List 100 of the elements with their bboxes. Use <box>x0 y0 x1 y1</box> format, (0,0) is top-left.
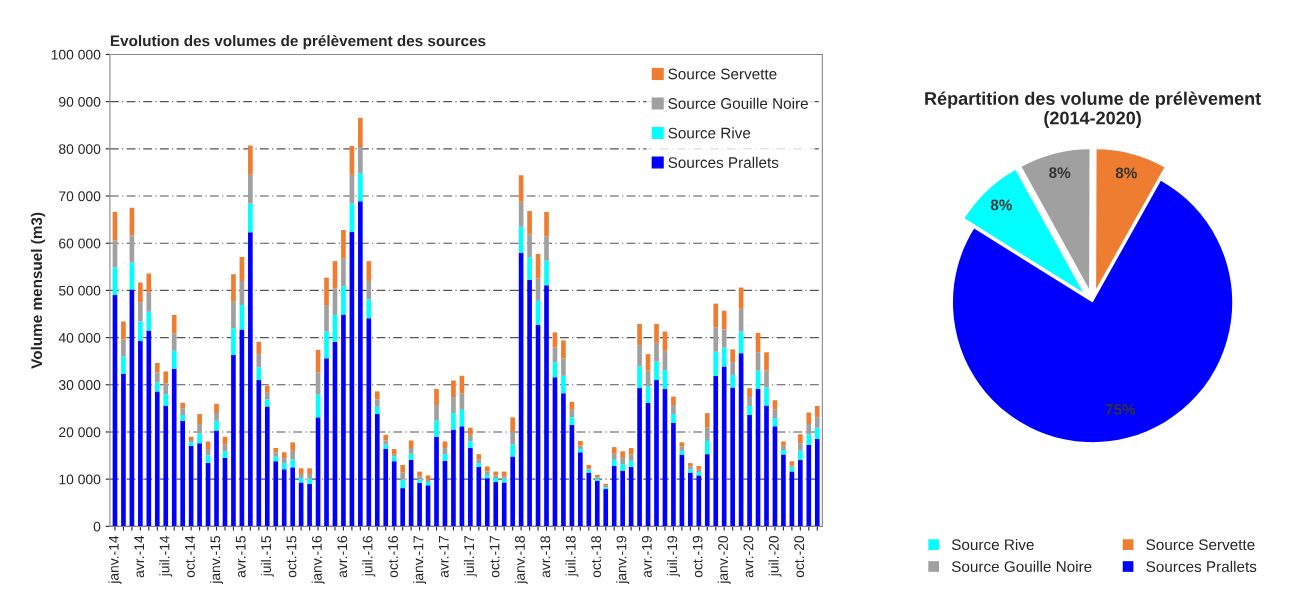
bar <box>290 467 295 527</box>
bar <box>814 427 820 440</box>
bar <box>374 406 380 415</box>
bar <box>544 236 549 261</box>
bar <box>468 448 473 527</box>
bar <box>341 286 346 315</box>
bar <box>358 117 363 147</box>
bar <box>764 352 769 371</box>
y-tick-label: 80 000 <box>59 144 101 154</box>
bar <box>654 342 659 362</box>
bar <box>417 482 422 527</box>
y-tick-label: 90 000 <box>59 96 101 107</box>
bar <box>764 405 769 527</box>
bar <box>798 459 803 527</box>
bar <box>628 448 634 455</box>
bar <box>637 323 642 346</box>
bar <box>264 406 270 527</box>
bar <box>290 459 295 468</box>
bar <box>620 451 625 458</box>
bar <box>594 480 600 527</box>
bar <box>501 471 507 477</box>
bar <box>248 203 253 233</box>
x-tick-label: janv.-14 <box>108 535 122 585</box>
y-tick-label: 20 000 <box>59 427 101 438</box>
x-tick-label: avr.-15 <box>235 535 246 578</box>
bar <box>400 479 405 489</box>
bar <box>231 274 236 302</box>
bar <box>704 440 710 455</box>
bar <box>408 440 414 449</box>
bar <box>468 441 473 449</box>
bar <box>434 389 439 406</box>
bar <box>408 448 414 454</box>
bar <box>374 399 380 407</box>
bar <box>171 314 177 334</box>
bar <box>248 174 253 204</box>
bar <box>248 232 253 527</box>
bar <box>383 444 389 449</box>
bar <box>781 449 786 455</box>
bar <box>273 448 279 453</box>
bar <box>671 396 676 406</box>
bar <box>341 230 346 259</box>
bar <box>510 417 515 432</box>
x-tick-label: avr.-16 <box>337 535 348 578</box>
bar <box>434 420 439 437</box>
bar <box>637 388 642 527</box>
bar <box>806 412 812 424</box>
bar <box>451 397 456 414</box>
x-tick-label: oct.-17 <box>489 536 500 578</box>
bar <box>654 380 659 527</box>
bar <box>180 408 185 415</box>
x-tick-label: janv.-17 <box>413 536 427 585</box>
bar <box>366 280 372 300</box>
bar <box>510 444 515 457</box>
bar <box>484 471 490 475</box>
bar <box>484 478 490 527</box>
bar <box>544 260 549 286</box>
bar <box>721 366 727 527</box>
data-label: 8% <box>1049 167 1071 179</box>
y-tick-label: 40 000 <box>58 332 101 343</box>
legend-label: Source Servette <box>1146 539 1255 551</box>
bar <box>671 405 676 415</box>
bar <box>366 318 372 527</box>
bar <box>713 327 719 352</box>
bar <box>324 358 329 527</box>
bar <box>620 457 625 465</box>
bar <box>366 299 372 319</box>
bar <box>730 374 735 388</box>
bar <box>273 452 279 457</box>
bar <box>222 451 228 458</box>
bar <box>154 391 160 527</box>
bar <box>358 201 363 527</box>
bar <box>273 461 279 527</box>
bar <box>442 441 448 449</box>
bar <box>527 280 532 527</box>
y-axis-title: Volume mensuel (m3) <box>30 212 46 369</box>
bar <box>374 391 380 400</box>
bar <box>603 489 609 527</box>
bar <box>510 456 515 527</box>
bar <box>391 461 397 527</box>
bar <box>231 355 236 527</box>
bar <box>121 373 126 527</box>
bar <box>798 450 803 460</box>
x-tick-label: janv.-20 <box>717 535 731 585</box>
bar <box>679 442 685 447</box>
bar <box>163 406 169 527</box>
bar <box>544 285 549 527</box>
x-tick-label: oct.-19 <box>692 536 703 578</box>
bar <box>578 448 583 453</box>
bar <box>256 367 262 381</box>
x-tick-label: avr.-14 <box>134 535 145 578</box>
y-tick-label: 100 000 <box>51 49 101 60</box>
x-tick-label: juil.-18 <box>565 535 579 577</box>
bar <box>391 456 397 462</box>
y-tick-label: 0 <box>93 521 101 532</box>
bar <box>256 380 262 527</box>
bar <box>138 321 143 341</box>
bar <box>501 482 507 527</box>
x-tick-label: avr.-19 <box>641 536 652 578</box>
bar <box>611 465 617 527</box>
bar <box>400 465 405 473</box>
